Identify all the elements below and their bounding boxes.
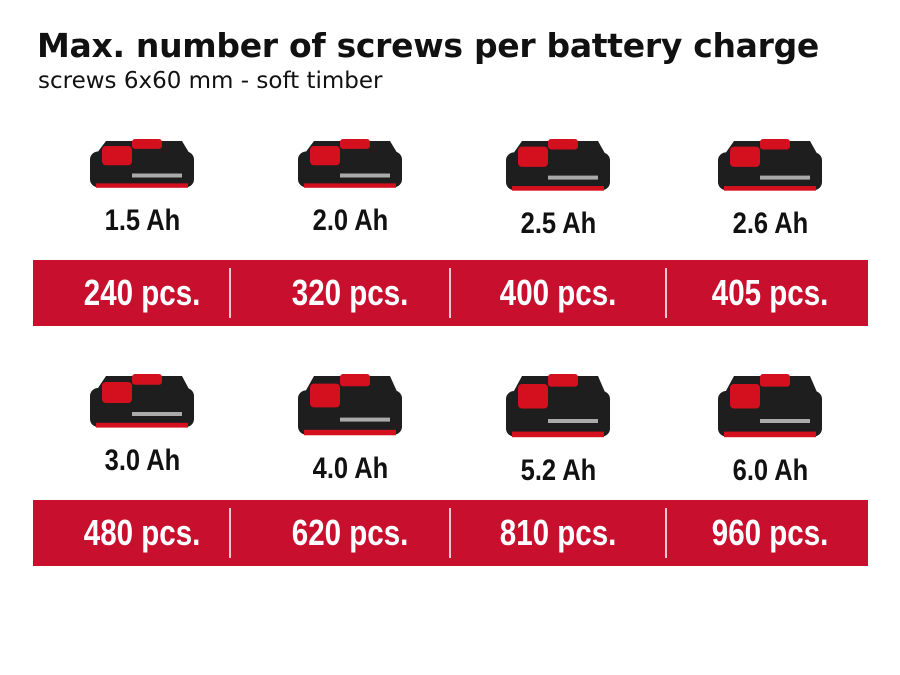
screw-count-text: 400 pcs. [499, 272, 617, 313]
screw-count: 320 pcs. [250, 260, 450, 326]
screw-count-text: 240 pcs. [83, 272, 201, 313]
screw-count: 405 pcs. [670, 260, 870, 326]
screw-count: 960 pcs. [670, 500, 870, 566]
battery-icon [298, 374, 402, 436]
battery-icon [718, 374, 822, 438]
capacity-label: 1.5 Ah [104, 204, 180, 237]
divider [449, 508, 451, 558]
count-band: 480 pcs. 620 pcs. 810 pcs. 960 pcs. [33, 500, 868, 566]
screw-count: 810 pcs. [458, 500, 658, 566]
battery-item: 2.6 Ah [670, 135, 870, 241]
screw-count: 240 pcs. [42, 260, 242, 326]
capacity-label: 3.0 Ah [104, 444, 180, 477]
battery-item: 2.5 Ah [458, 135, 658, 241]
battery-icon [718, 139, 822, 191]
screw-count: 400 pcs. [458, 260, 658, 326]
battery-item: 1.5 Ah [42, 135, 242, 238]
divider [449, 268, 451, 318]
screw-count-text: 405 pcs. [711, 272, 829, 313]
battery-icon [90, 374, 194, 428]
battery-icon [506, 374, 610, 438]
capacity-label: 2.6 Ah [732, 207, 808, 240]
battery-icon [298, 139, 402, 188]
capacity-label: 6.0 Ah [732, 454, 808, 487]
screw-count-text: 960 pcs. [711, 512, 829, 553]
count-band: 240 pcs. 320 pcs. 400 pcs. 405 pcs. [33, 260, 868, 326]
divider [229, 268, 231, 318]
battery-item: 5.2 Ah [458, 370, 658, 488]
battery-item: 3.0 Ah [42, 370, 242, 478]
battery-item: 2.0 Ah [250, 135, 450, 238]
page-subtitle: screws 6x60 mm - soft timber [38, 68, 383, 94]
battery-icon [90, 139, 194, 188]
battery-icon [506, 139, 610, 191]
divider [229, 508, 231, 558]
divider [665, 508, 667, 558]
capacity-label: 2.5 Ah [520, 207, 596, 240]
screw-count-text: 320 pcs. [291, 272, 409, 313]
screw-count-text: 810 pcs. [499, 512, 617, 553]
capacity-label: 2.0 Ah [312, 204, 388, 237]
screw-count-text: 620 pcs. [291, 512, 409, 553]
battery-item: 6.0 Ah [670, 370, 870, 488]
battery-item: 4.0 Ah [250, 370, 450, 486]
capacity-label: 5.2 Ah [520, 454, 596, 487]
page-title: Max. number of screws per battery charge [37, 26, 820, 65]
screw-count: 620 pcs. [250, 500, 450, 566]
capacity-label: 4.0 Ah [312, 452, 388, 485]
screw-count: 480 pcs. [42, 500, 242, 566]
divider [665, 268, 667, 318]
screw-count-text: 480 pcs. [83, 512, 201, 553]
